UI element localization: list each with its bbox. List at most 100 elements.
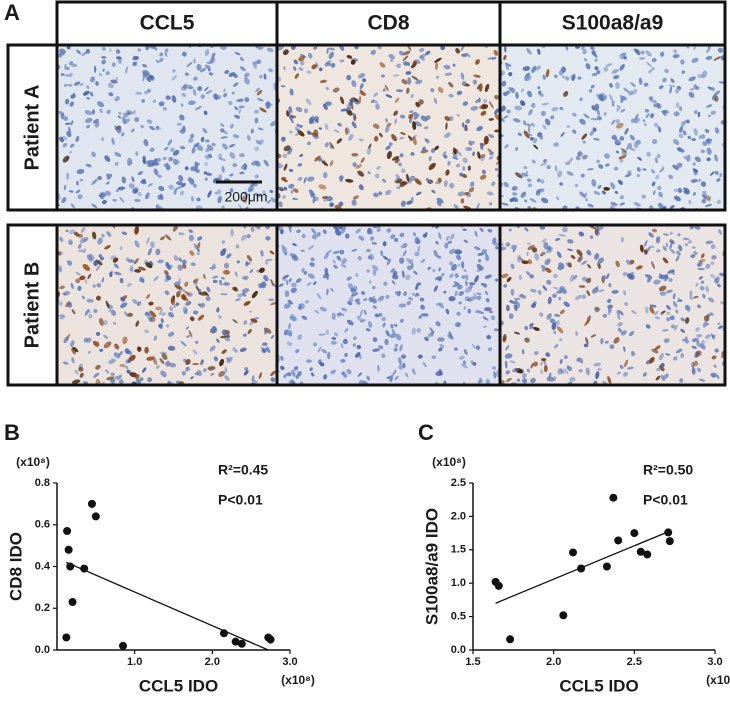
cell-nucleus <box>318 184 327 190</box>
cell-nucleus <box>680 59 685 65</box>
cell-nucleus <box>127 259 135 263</box>
cell-nucleus <box>292 243 297 247</box>
cell-nucleus <box>114 96 120 102</box>
cell-nucleus <box>112 257 119 263</box>
cell-nucleus <box>436 255 442 259</box>
cell-nucleus <box>398 50 405 56</box>
cell-nucleus <box>693 128 698 136</box>
cell-nucleus <box>234 52 241 56</box>
cell-nucleus <box>75 189 81 194</box>
cell-nucleus <box>414 121 422 127</box>
cell-nucleus <box>596 108 601 116</box>
cell-nucleus <box>477 151 481 159</box>
cell-nucleus <box>121 176 127 184</box>
cell-nucleus <box>604 340 609 344</box>
cell-nucleus <box>184 281 189 287</box>
cell-nucleus <box>542 74 547 80</box>
cell-nucleus <box>718 272 725 277</box>
cell-nucleus <box>149 125 155 131</box>
cell-nucleus <box>243 301 251 306</box>
cell-nucleus <box>222 269 231 275</box>
cell-nucleus <box>168 156 174 162</box>
cell-nucleus <box>264 258 273 262</box>
cell-nucleus <box>503 115 509 119</box>
cell-nucleus <box>325 87 329 91</box>
cell-nucleus <box>234 114 241 119</box>
cell-nucleus <box>624 302 629 306</box>
cell-nucleus <box>69 143 75 148</box>
cell-nucleus <box>407 135 413 141</box>
cell-nucleus <box>164 234 172 241</box>
cell-nucleus <box>453 204 459 209</box>
cell-nucleus <box>510 263 515 269</box>
cell-nucleus <box>520 100 526 107</box>
cell-nucleus <box>531 65 537 74</box>
cell-nucleus <box>563 301 570 308</box>
cell-nucleus <box>270 370 276 376</box>
cell-nucleus <box>265 236 271 241</box>
cell-nucleus <box>69 101 74 107</box>
cell-nucleus <box>218 314 222 319</box>
cell-nucleus <box>410 152 415 156</box>
cell-nucleus <box>115 76 118 81</box>
cell-nucleus <box>357 73 366 79</box>
cell-nucleus <box>281 178 288 182</box>
cell-nucleus <box>230 228 234 237</box>
cell-nucleus <box>295 278 302 283</box>
cell-nucleus <box>462 228 467 231</box>
cell-nucleus <box>221 240 225 244</box>
cell-nucleus <box>197 162 200 167</box>
cell-nucleus <box>463 349 468 355</box>
cell-nucleus <box>531 302 537 309</box>
cell-nucleus <box>541 110 546 117</box>
cell-nucleus <box>128 354 136 362</box>
cell-nucleus <box>169 306 173 312</box>
x-multiplier: (x10⁸) <box>706 673 730 687</box>
cell-nucleus <box>313 129 319 137</box>
cell-nucleus <box>716 275 720 282</box>
cell-nucleus <box>184 308 188 314</box>
cell-nucleus <box>223 92 228 98</box>
cell-nucleus <box>609 82 613 88</box>
cell-nucleus <box>435 276 443 281</box>
cell-nucleus <box>238 204 243 210</box>
cell-nucleus <box>447 240 452 244</box>
cell-nucleus <box>261 342 268 346</box>
cell-nucleus <box>321 160 328 167</box>
cell-nucleus <box>176 291 181 298</box>
cell-nucleus <box>670 78 675 84</box>
cell-nucleus <box>109 48 112 52</box>
cell-nucleus <box>711 87 716 92</box>
cell-nucleus <box>586 290 591 297</box>
cell-nucleus <box>310 372 315 377</box>
cell-nucleus <box>224 366 227 373</box>
cell-nucleus <box>437 86 444 93</box>
cell-nucleus <box>121 231 128 235</box>
cell-nucleus <box>357 170 365 177</box>
cell-nucleus <box>452 156 459 160</box>
cell-nucleus <box>164 146 169 151</box>
cell-nucleus <box>572 129 577 134</box>
cell-nucleus <box>197 242 201 250</box>
cell-nucleus <box>400 200 406 207</box>
cell-nucleus <box>489 101 494 109</box>
cell-nucleus <box>484 256 489 262</box>
cell-nucleus <box>674 188 679 193</box>
cell-nucleus <box>645 113 650 118</box>
cell-nucleus <box>242 288 250 293</box>
cell-nucleus <box>620 148 627 153</box>
cell-nucleus <box>443 155 448 159</box>
cell-nucleus <box>666 317 671 322</box>
cell-nucleus <box>84 278 88 285</box>
cell-nucleus <box>133 258 139 265</box>
cell-nucleus <box>127 359 131 364</box>
cell-nucleus <box>263 73 267 80</box>
cell-nucleus <box>148 301 154 306</box>
cell-nucleus <box>159 193 164 200</box>
cell-nucleus <box>538 188 545 193</box>
cell-nucleus <box>495 246 499 250</box>
cell-nucleus <box>250 226 255 232</box>
cell-nucleus <box>464 286 473 293</box>
cell-nucleus <box>411 75 419 81</box>
cell-nucleus <box>598 93 604 102</box>
